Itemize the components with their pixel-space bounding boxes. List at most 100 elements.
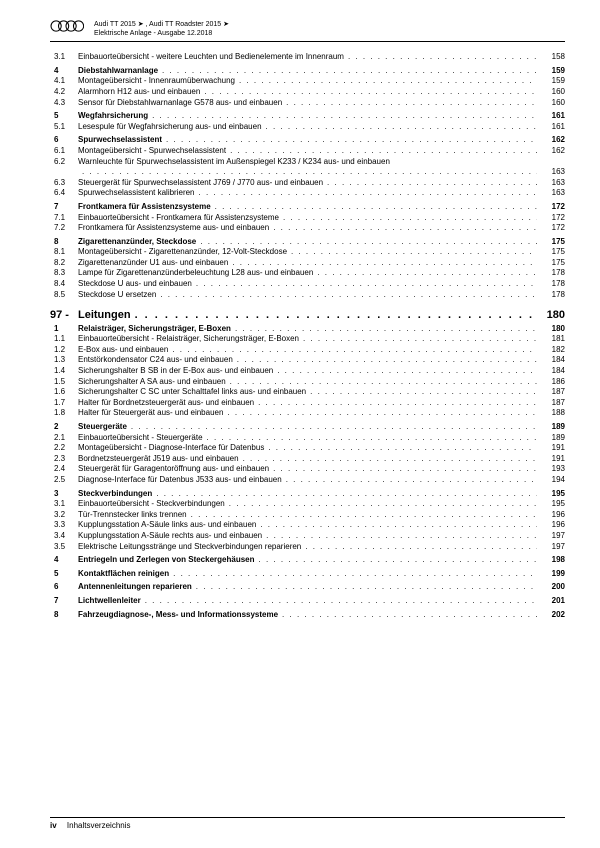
toc-page: 189 (541, 433, 565, 442)
toc-dots (286, 98, 537, 107)
toc-page: 187 (541, 398, 565, 407)
toc-title: Montageübersicht - Zigarettenanzünder, 1… (78, 247, 287, 256)
toc-dots (235, 324, 537, 333)
toc-num: 3.5 (50, 542, 78, 551)
toc-row: 6.4Spurwechselassistent kalibrieren163 (50, 188, 565, 197)
toc-row: 6Antennenleitungen reparieren200 (50, 582, 565, 591)
toc-page: 184 (541, 355, 565, 364)
toc-row: 1.2E-Box aus- und einbauen182 (50, 345, 565, 354)
toc-page: 195 (541, 499, 565, 508)
toc-row: 5.1Lesespule für Wegfahrsicherung aus- u… (50, 122, 565, 131)
toc-num: 7.1 (50, 213, 78, 222)
toc-page: 196 (541, 510, 565, 519)
toc-row: 8.2Zigarettenanzünder U1 aus- und einbau… (50, 258, 565, 267)
toc-row: 8.3Lampe für Zigarettenanzünderbeleuchtu… (50, 268, 565, 277)
toc-page: 197 (541, 531, 565, 540)
toc-page: 202 (541, 610, 565, 619)
toc-dots (191, 510, 537, 519)
toc-num: 7 (50, 202, 78, 211)
toc-title: Montageübersicht - Innenraumüberwachung (78, 76, 235, 85)
toc-title: Halter für Steuergerät aus- und einbauen (78, 408, 223, 417)
toc-title: Entriegeln und Zerlegen von Steckergehäu… (78, 555, 255, 564)
toc-num: 8 (50, 610, 78, 619)
toc-row: 6.2Warnleuchte für Spurwechselassistent … (50, 157, 565, 166)
toc-title: Relaisträger, Sicherungsträger, E-Boxen (78, 324, 231, 333)
toc-num: 2.4 (50, 464, 78, 473)
toc-num: 7 (50, 596, 78, 605)
audi-logo-icon (50, 20, 84, 32)
toc-dots (273, 464, 537, 473)
toc-title: Kontaktflächen reinigen (78, 569, 169, 578)
toc-page: 161 (541, 111, 565, 120)
toc-row: 5Kontaktflächen reinigen199 (50, 569, 565, 578)
toc-row: 1.3Entstörkondensator C24 aus- und einba… (50, 355, 565, 364)
toc-page: 178 (541, 279, 565, 288)
toc-dots (199, 188, 538, 197)
toc-num: 5 (50, 569, 78, 578)
toc-row: 4.2Alarmhorn H12 aus- und einbauen160 (50, 87, 565, 96)
toc-page: 180 (541, 324, 565, 333)
header-line2: Elektrische Anlage - Ausgabe 12.2018 (94, 29, 229, 38)
footer-text: iv Inhaltsverzeichnis (50, 821, 565, 830)
toc-page: 181 (541, 334, 565, 343)
toc-dots (204, 87, 537, 96)
toc-num: 5.1 (50, 122, 78, 131)
toc-dots (305, 542, 537, 551)
toc-row: 8.4Steckdose U aus- und einbauen178 (50, 279, 565, 288)
toc-num: 4.2 (50, 87, 78, 96)
toc-dots (317, 268, 537, 277)
toc-row: 7.1Einbauorteübersicht - Frontkamera für… (50, 213, 565, 222)
toc-dots (207, 433, 537, 442)
toc-row: 1.8Halter für Steuergerät aus- und einba… (50, 408, 565, 417)
toc-row: 2.3Bordnetzsteuergerät J519 aus- und ein… (50, 454, 565, 463)
toc-dots (273, 223, 537, 232)
toc-row: 2.4Steuergerät für Garagentoröffnung aus… (50, 464, 565, 473)
toc-title: Kupplungsstation A-Säule rechts aus- und… (78, 531, 262, 540)
toc-dots (277, 366, 537, 375)
toc-num: 8.4 (50, 279, 78, 288)
footer-pageno: iv (50, 821, 57, 830)
toc-title: Steuergerät für Spurwechselassistent J76… (78, 178, 323, 187)
toc-page: 191 (541, 443, 565, 452)
toc-title: Spurwechselassistent kalibrieren (78, 188, 195, 197)
toc-title: Diebstahlwarnanlage (78, 66, 158, 75)
toc-num: 8 (50, 237, 78, 246)
toc-row: 6Spurwechselassistent162 (50, 135, 565, 144)
toc-title: Einbauorteübersicht - Relaisträger, Sich… (78, 334, 299, 343)
toc-title: Fahrzeugdiagnose-, Mess- und Information… (78, 610, 278, 619)
toc-row: 8Zigarettenanzünder, Steckdose175 (50, 237, 565, 246)
toc-page: 163 (541, 178, 565, 187)
toc-num: 2.5 (50, 475, 78, 484)
toc-page: 160 (541, 98, 565, 107)
toc-title: Einbauorteübersicht - Steckverbindungen (78, 499, 225, 508)
toc-row: 7Lichtwellenleiter201 (50, 596, 565, 605)
toc-title: Bordnetzsteuergerät J519 aus- und einbau… (78, 454, 239, 463)
toc-title: Steuergerät für Garagentoröffnung aus- u… (78, 464, 269, 473)
toc-page: 198 (541, 555, 565, 564)
toc-title: Frontkamera für Assistenzsysteme (78, 202, 211, 211)
toc-title: Tür-Trennstecker links trennen (78, 510, 187, 519)
toc-page: 163 (541, 188, 565, 197)
toc-dots (327, 178, 537, 187)
toc-row: 1.1Einbauorteübersicht - Relaisträger, S… (50, 334, 565, 343)
toc-page: 159 (541, 76, 565, 85)
toc-row: 7Frontkamera für Assistenzsysteme172 (50, 202, 565, 211)
toc-title: Einbauorteübersicht - weitere Leuchten u… (78, 52, 344, 61)
toc-page: 175 (541, 258, 565, 267)
toc-num: 4.3 (50, 98, 78, 107)
toc-title: Steckdose U ersetzen (78, 290, 156, 299)
toc-row: 4.3Sensor für Diebstahlwarnanlage G578 a… (50, 98, 565, 107)
toc-page: 178 (541, 290, 565, 299)
toc-dots (131, 422, 537, 431)
toc-num: 3.4 (50, 531, 78, 540)
toc-dots (230, 146, 537, 155)
toc-dots (166, 135, 537, 144)
toc-row: 1.6Sicherungshalter C SC unter Schalttaf… (50, 387, 565, 396)
page-footer: iv Inhaltsverzeichnis (50, 817, 565, 830)
toc-title: Diagnose-Interface für Datenbus J533 aus… (78, 475, 282, 484)
toc-title: Elektrische Leitungsstränge und Steckver… (78, 542, 301, 551)
toc-row: 2.1Einbauorteübersicht - Steuergeräte189 (50, 433, 565, 442)
chapter-dots (135, 309, 537, 321)
toc-title: Montageübersicht - Spurwechselassistent (78, 146, 226, 155)
toc-dots (348, 52, 537, 61)
